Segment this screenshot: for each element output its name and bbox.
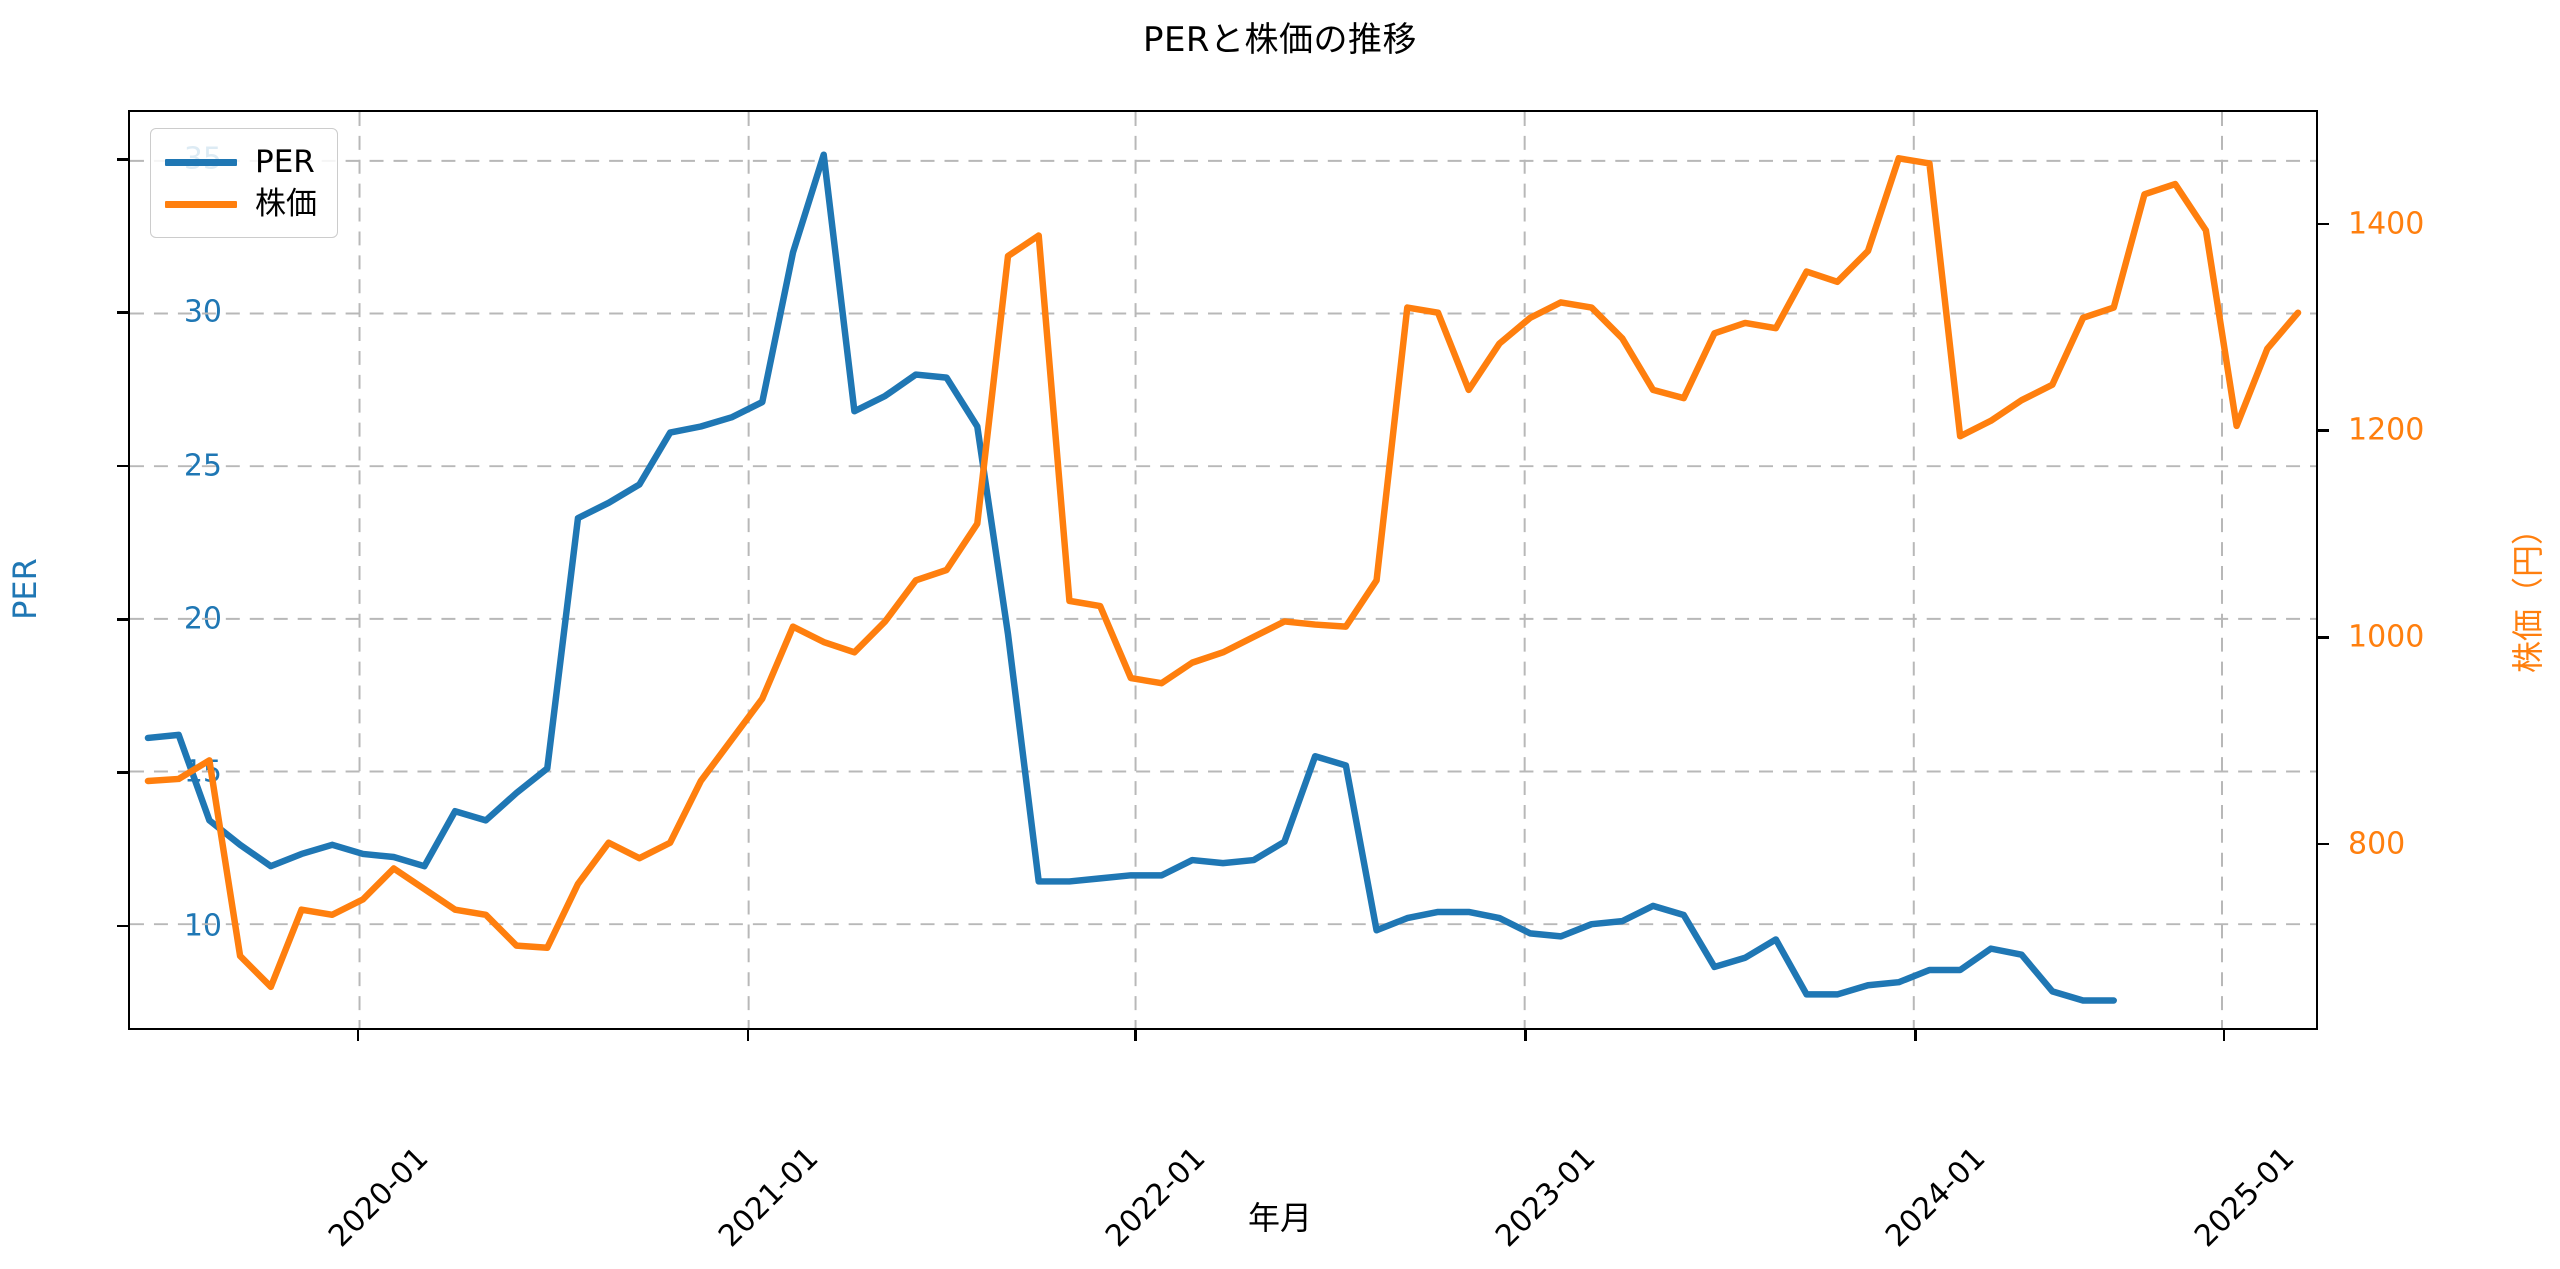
x-axis-tick-mark [356,1030,360,1041]
x-axis-label: 年月 [1247,1199,1312,1237]
y-axis-left-tick-mark [117,924,128,928]
legend-item-per[interactable]: PER [165,141,317,183]
legend-label-price: 株価 [255,185,317,222]
y-axis-left-tick-mark [117,158,128,161]
y-axis-right-tick-label: 1000 [2348,619,2425,655]
legend-swatch-per [165,158,237,166]
x-axis-tick-mark [1134,1030,1137,1041]
x-axis-tick-mark [1524,1030,1527,1041]
chart-legend[interactable]: PER 株価 [150,128,338,238]
data-lines [144,151,2302,1004]
legend-swatch-price [165,200,237,208]
x-axis-tick-mark [2222,1030,2226,1041]
chart-title: PERと株価の推移 [1142,20,1418,60]
x-axis-tick-mark [1914,1030,1917,1041]
y-axis-right-tick-label: 1200 [2348,412,2425,448]
y-axis-right-tick-mark [2318,429,2329,432]
legend-item-price[interactable]: 株価 [165,183,317,225]
y-axis-left-tick-label: 10 [183,908,222,944]
x-axis-tick-mark [746,1030,750,1041]
y-axis-right-tick-label: 800 [2348,826,2406,862]
plot-area [128,110,2318,1030]
y-axis-right-tick-mark [2318,842,2329,846]
legend-label-per: PER [255,143,315,180]
y-axis-left-tick-label: 30 [183,294,222,330]
y-axis-left-tick-mark [117,618,128,621]
y-axis-right-label: 株価（円） [2509,512,2548,674]
y-axis-left-tick-mark [117,771,128,774]
y-axis-right-tick-mark [2318,222,2329,226]
y-axis-right-tick-mark [2318,636,2329,639]
y-axis-left-tick-mark [117,464,128,468]
y-axis-left-tick-mark [117,311,128,314]
y-axis-right-tick-label: 1400 [2348,206,2425,242]
y-axis-left-label: PER [5,558,44,620]
grid-lines [130,112,2316,1028]
